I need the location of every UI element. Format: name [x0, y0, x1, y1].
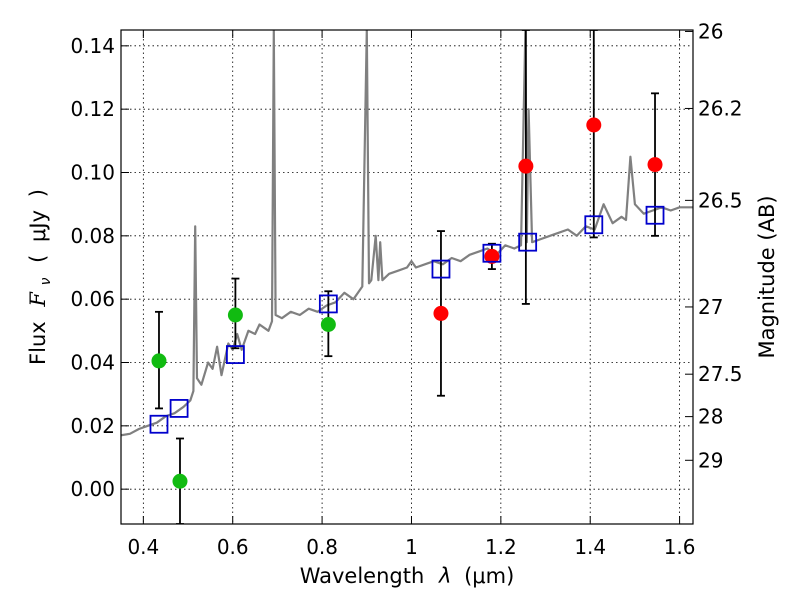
y-tick-label: 0.08: [70, 224, 115, 248]
x-axis-label-symbol: λ: [438, 564, 451, 588]
photometry-point: [172, 473, 188, 489]
x-axis-label-unit: (μm): [464, 564, 514, 588]
y-axis-label-unit: μJy: [26, 210, 50, 242]
photometry-point: [151, 353, 167, 369]
photometry-point: [586, 117, 602, 133]
x-tick-label: 0.4: [127, 535, 159, 559]
y-tick-label: 0.02: [70, 414, 115, 438]
magnitude-tick-label: 26: [698, 19, 723, 43]
model-square-marker: [482, 243, 502, 263]
y-axis-label-symbol: F: [26, 291, 50, 308]
x-tick-label: 1: [405, 535, 418, 559]
photometry-point: [433, 305, 449, 321]
spectrum-line: [121, 30, 693, 437]
model-square-marker: [584, 215, 604, 235]
model-square-marker: [645, 205, 665, 225]
model-square-marker: [149, 414, 169, 434]
magnitude-axis-label: Magnitude (AB): [755, 195, 779, 358]
magnitude-tick-label: 26.5: [698, 188, 743, 212]
y-axis-label-paren-close: ): [26, 189, 50, 197]
model-square-marker: [518, 232, 538, 252]
magnitude-tick-label: 27.5: [698, 362, 743, 386]
photometry-point: [320, 317, 336, 332]
x-axis-label-text: Wavelength: [300, 564, 425, 588]
grid: [121, 30, 693, 524]
x-tick-label: 0.8: [306, 535, 338, 559]
y-tick-label: 0.10: [70, 161, 115, 185]
y-axis-label-paren-open: (: [26, 255, 50, 263]
y-axis-label-subscript: ν: [38, 277, 54, 285]
x-tick-label: 1.4: [574, 535, 606, 559]
model-square-marker: [225, 345, 245, 364]
photometry-point: [227, 307, 243, 323]
x-axis-label: Wavelength λ (μm): [300, 564, 515, 588]
plot-area: [121, 30, 693, 524]
y-tick-label: 0.00: [70, 477, 115, 501]
y-axis-label: Flux F ν ( μJy ): [26, 189, 55, 365]
y-tick-label: 0.12: [70, 97, 115, 121]
x-tick-label: 0.6: [217, 535, 249, 559]
model-square-marker: [169, 399, 189, 418]
magnitude-tick-label: 27: [698, 295, 723, 319]
y-tick-label: 0.14: [70, 34, 115, 58]
magnitude-tick-label: 26.2: [698, 96, 743, 120]
y-tick-label: 0.06: [70, 287, 115, 311]
model-square-marker: [318, 294, 338, 314]
x-tick-label: 1.6: [664, 535, 696, 559]
tick-labels: 0.4 0.6 0.8 1 1.2 1.4 1.6 0.00 0.02 0.04 0.06 0.08 0…: [70, 19, 742, 559]
magnitude-tick-label: 29: [698, 448, 723, 472]
magnitude-tick-label: 28: [698, 405, 723, 429]
y-axis-label-text: Flux: [26, 321, 50, 365]
model-square-marker: [431, 259, 451, 279]
photometry-point: [518, 158, 534, 174]
photometry-point: [647, 157, 663, 173]
photometry-point: [484, 248, 500, 264]
plot-frame: [120, 29, 694, 525]
y-tick-label: 0.04: [70, 351, 115, 375]
ticks: [121, 30, 693, 524]
markers: [149, 117, 665, 489]
x-tick-label: 1.2: [485, 535, 517, 559]
